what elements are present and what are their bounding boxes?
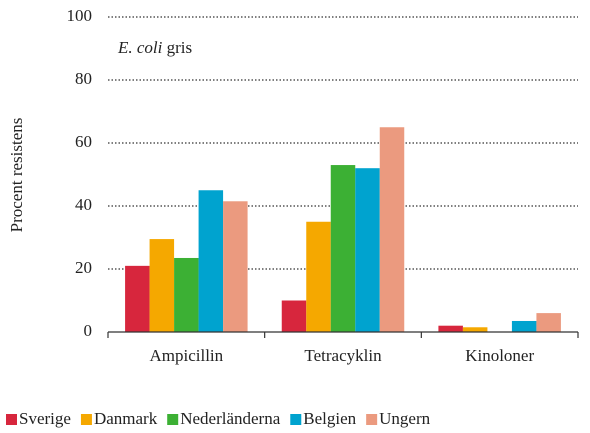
y-tick-label: 40 — [75, 195, 92, 214]
bar — [149, 239, 175, 332]
legend-swatch — [80, 414, 92, 425]
legend-label: Danmark — [94, 409, 158, 428]
y-tick-label: 0 — [84, 321, 93, 340]
legend-label: Sverige — [19, 409, 71, 428]
y-tick-label: 100 — [67, 6, 93, 25]
x-tick-label: Kinoloner — [465, 346, 534, 365]
bar — [306, 221, 331, 332]
bar — [462, 327, 488, 332]
legend-swatch — [366, 414, 378, 425]
legend-swatch — [6, 414, 17, 425]
bar — [379, 127, 405, 332]
x-tick-label: Tetracyklin — [304, 346, 382, 365]
legend-swatch — [290, 414, 302, 425]
annotation-text: gris — [167, 38, 193, 57]
bar — [174, 257, 199, 332]
legend-label: Nederländerna — [180, 409, 281, 428]
bar — [125, 265, 150, 332]
legend-label: Ungern — [379, 409, 430, 428]
legend-swatch — [167, 414, 179, 425]
bar — [330, 165, 356, 332]
bar — [536, 313, 561, 332]
bar — [223, 201, 248, 332]
y-tick-label: 20 — [75, 258, 92, 277]
legend-label: Belgien — [303, 409, 356, 428]
annotation-italic: E. coli — [117, 38, 163, 57]
bar — [198, 190, 224, 332]
bar — [438, 325, 463, 332]
bar — [355, 168, 380, 332]
y-axis-label: Procent resistens — [7, 118, 26, 233]
bar — [281, 300, 307, 332]
annotation: E. coli gris — [117, 38, 192, 57]
y-tick-label: 60 — [75, 132, 92, 151]
bar — [511, 320, 537, 332]
y-tick-label: 80 — [75, 69, 92, 88]
x-tick-label: Ampicillin — [149, 346, 223, 365]
